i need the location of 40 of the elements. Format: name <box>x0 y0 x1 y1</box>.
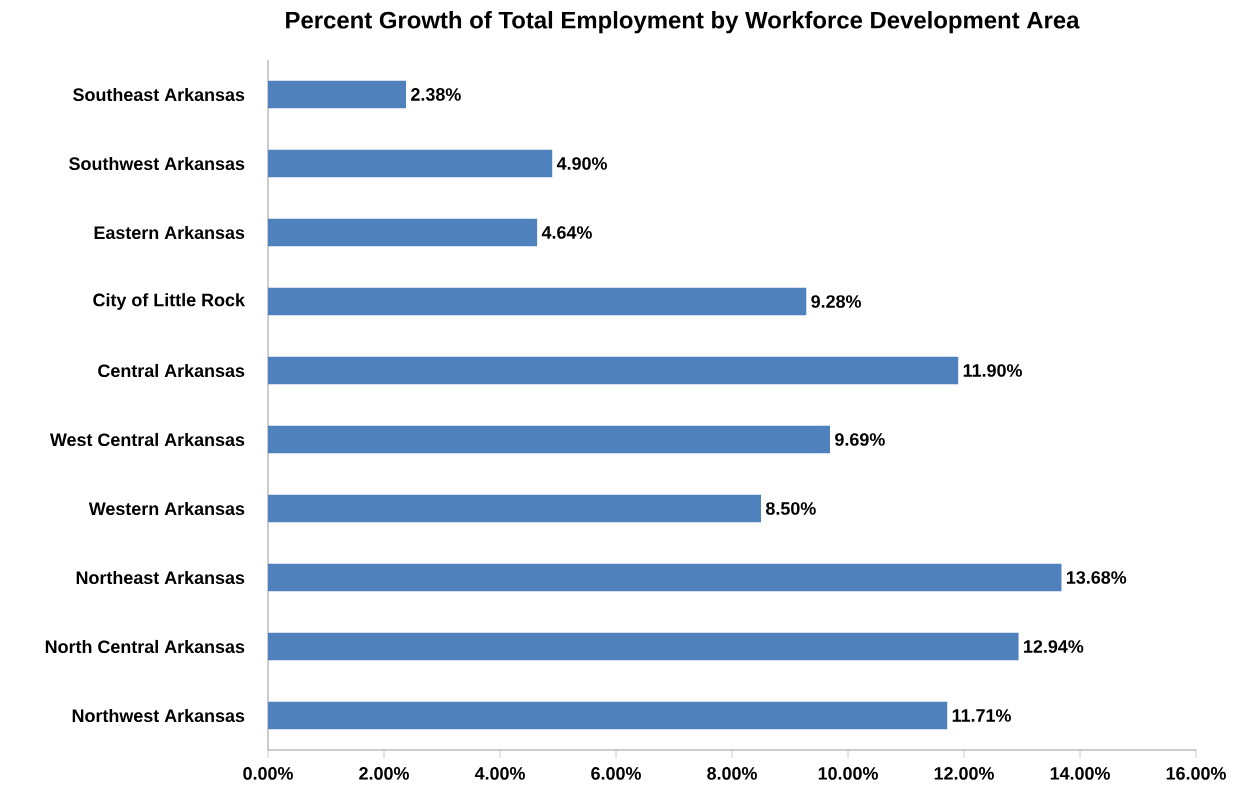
bar <box>268 425 831 454</box>
bar <box>268 149 553 178</box>
y-tick-label: Eastern Arkansas <box>94 225 245 240</box>
data-label: 9.28% <box>811 295 862 308</box>
data-label: 11.90% <box>963 364 1022 377</box>
bar <box>268 494 762 523</box>
data-label: 4.64% <box>541 226 592 239</box>
bar <box>268 701 948 730</box>
data-label: 11.71% <box>952 709 1011 722</box>
chart-title: Percent Growth of Total Employment by Workforce Development Area <box>286 11 1080 34</box>
y-tick-label: North Central Arkansas <box>45 639 245 654</box>
y-tick-label: Northwest Arkansas <box>72 708 245 723</box>
data-label: 13.68% <box>1066 571 1127 584</box>
data-label: 8.50% <box>765 502 816 515</box>
y-tick-label: Northeast Arkansas <box>76 570 245 585</box>
x-tick-label: 10.00% <box>818 767 878 780</box>
bar <box>268 218 538 247</box>
data-label: 9.69% <box>835 433 885 446</box>
x-tick-label: 2.00% <box>359 767 409 780</box>
x-tick-label: 14.00% <box>1050 767 1110 780</box>
x-tick-label: 16.00% <box>1166 767 1226 780</box>
data-label: 2.38% <box>411 88 461 101</box>
y-tick-label: City of Little Rock <box>93 293 245 310</box>
y-tick-label: West Central Arkansas <box>49 432 245 447</box>
x-tick-label: 0.00% <box>243 767 293 780</box>
x-tick-label: 4.00% <box>474 767 525 780</box>
x-tick-label: 12.00% <box>934 767 994 780</box>
bar <box>268 563 1062 592</box>
bar <box>268 80 407 109</box>
bar <box>268 356 959 385</box>
y-tick-label: Southwest Arkansas <box>69 156 245 171</box>
y-tick-label: Central Arkansas <box>98 363 245 378</box>
bar <box>268 287 807 316</box>
x-tick-label: 8.00% <box>707 767 757 780</box>
y-tick-label: Western Arkansas <box>88 501 245 516</box>
data-label: 12.94% <box>1024 640 1084 653</box>
bar <box>268 632 1019 661</box>
y-tick-label: Southeast Arkansas <box>73 87 245 102</box>
x-tick-label: 6.00% <box>591 767 641 780</box>
data-label: 4.90% <box>556 157 607 170</box>
